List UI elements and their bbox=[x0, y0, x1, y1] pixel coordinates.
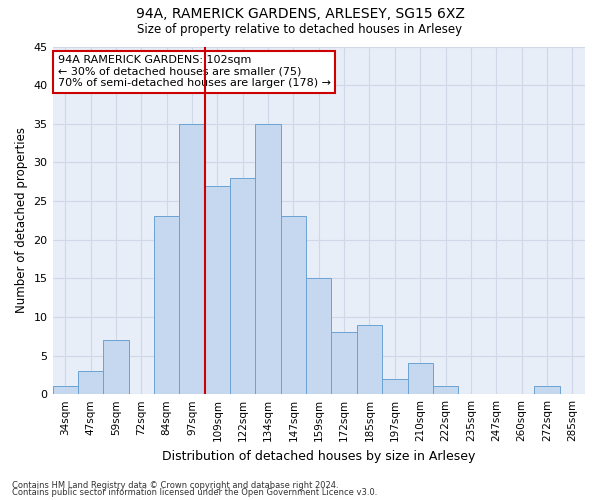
Bar bbox=[407, 364, 433, 394]
Text: 94A RAMERICK GARDENS: 102sqm
← 30% of detached houses are smaller (75)
70% of se: 94A RAMERICK GARDENS: 102sqm ← 30% of de… bbox=[58, 55, 331, 88]
Bar bbox=[103, 340, 128, 394]
Bar bbox=[331, 332, 357, 394]
Bar bbox=[256, 124, 281, 394]
Bar bbox=[534, 386, 560, 394]
Bar bbox=[179, 124, 205, 394]
Y-axis label: Number of detached properties: Number of detached properties bbox=[15, 128, 28, 314]
Bar bbox=[306, 278, 331, 394]
Bar bbox=[154, 216, 179, 394]
X-axis label: Distribution of detached houses by size in Arlesey: Distribution of detached houses by size … bbox=[162, 450, 475, 462]
Text: 94A, RAMERICK GARDENS, ARLESEY, SG15 6XZ: 94A, RAMERICK GARDENS, ARLESEY, SG15 6XZ bbox=[136, 8, 464, 22]
Bar bbox=[382, 378, 407, 394]
Text: Contains HM Land Registry data © Crown copyright and database right 2024.: Contains HM Land Registry data © Crown c… bbox=[12, 480, 338, 490]
Bar bbox=[433, 386, 458, 394]
Bar bbox=[78, 371, 103, 394]
Bar bbox=[53, 386, 78, 394]
Bar bbox=[281, 216, 306, 394]
Text: Size of property relative to detached houses in Arlesey: Size of property relative to detached ho… bbox=[137, 22, 463, 36]
Bar bbox=[205, 186, 230, 394]
Text: Contains public sector information licensed under the Open Government Licence v3: Contains public sector information licen… bbox=[12, 488, 377, 497]
Bar bbox=[357, 324, 382, 394]
Bar bbox=[230, 178, 256, 394]
